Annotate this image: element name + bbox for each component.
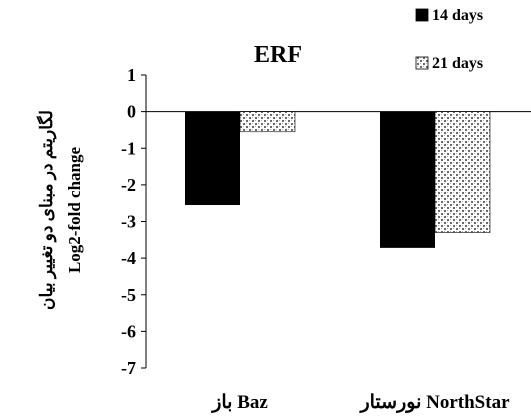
legend-label: 14 days [432,7,483,24]
y-axis-label-persian: لگاریتم در مبنای دو تغییر بیان [36,110,57,310]
y-tick-label: -1 [121,138,136,158]
legend: 14 days 21 days [415,7,483,72]
axes-group: 1 0 -1 -2 -3 -4 -5 -6 -7 [121,65,531,378]
y-tick-label: -7 [121,358,136,378]
legend-swatch [415,8,429,22]
x-category-label: نورستار NorthStar [358,392,510,413]
bar-21-days-0 [239,111,296,133]
category-labels: باز Baz نورستار NorthStar [210,392,510,413]
legend-swatch [415,56,429,70]
y-tick-label: -2 [121,175,136,195]
y-tick-label: -4 [121,248,136,268]
y-axis-label: Log2-fold change [65,147,84,274]
y-tick-label: 0 [127,102,136,122]
y-tick-label: 1 [127,65,136,85]
chart-title: ERF [254,42,302,68]
x-category-label: باز Baz [210,392,268,413]
y-tick-label: -3 [121,212,136,232]
bar-21-days-1 [434,111,491,233]
bar-14-days-0 [185,111,240,206]
y-tick-label: -5 [121,285,136,305]
y-tick-label: -6 [121,321,136,341]
legend-label: 21 days [432,55,483,72]
bar-14-days-1 [380,111,435,248]
bars-group [185,111,491,248]
